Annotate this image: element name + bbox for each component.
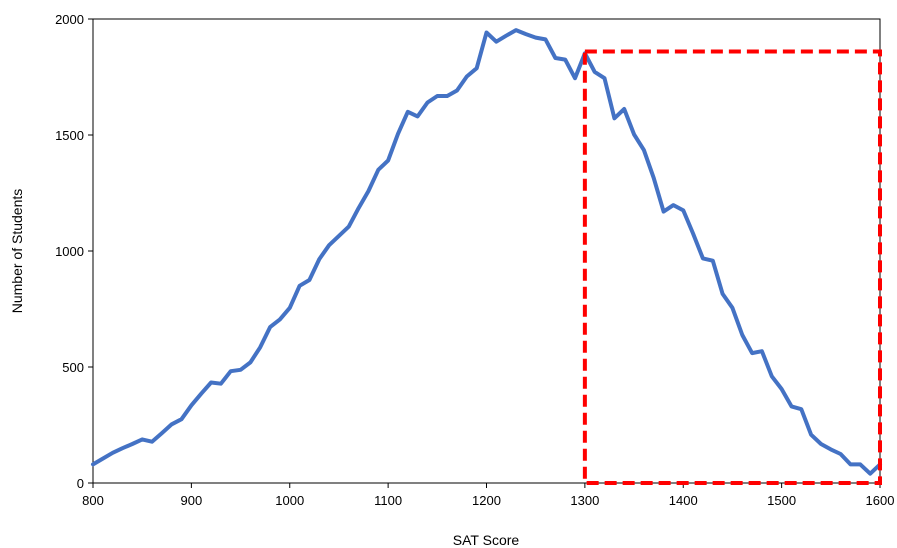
- x-tick-label: 1600: [866, 493, 895, 508]
- y-tick-label: 1000: [55, 244, 84, 259]
- x-tick-label: 800: [82, 493, 104, 508]
- x-tick-label: 1000: [275, 493, 304, 508]
- data-series-line: [91, 28, 882, 476]
- x-tick-label: 1500: [767, 493, 796, 508]
- y-tick-label: 0: [77, 476, 84, 491]
- y-axis-title: Number of Students: [9, 189, 25, 314]
- x-tick-label: 1200: [472, 493, 501, 508]
- plot-frame: [92, 18, 881, 484]
- x-axis-title: SAT Score: [453, 532, 520, 548]
- x-tick-label: 1100: [374, 493, 402, 508]
- plot-area: 800 900 1000 1100 1200 1300 1400 1500 1600 0 500 10…: [55, 12, 894, 508]
- highlight-region-box: [582, 49, 882, 485]
- y-tick-label: 500: [62, 360, 84, 375]
- y-tick-label: 1500: [55, 128, 84, 143]
- y-tick-label: 2000: [55, 12, 84, 27]
- x-tick-label: 900: [181, 493, 203, 508]
- x-tick-label: 1400: [669, 493, 698, 508]
- x-tick-label: 1300: [570, 493, 599, 508]
